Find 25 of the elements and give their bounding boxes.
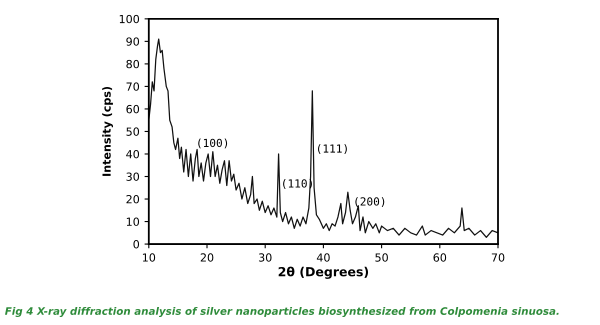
- x-tick-label: 60: [434, 253, 446, 262]
- annotation: (200): [355, 197, 384, 207]
- x-axis-title: 2θ (Degrees): [278, 266, 368, 279]
- y-tick-label: 100: [120, 14, 140, 24]
- y-tick-label: 40: [126, 150, 140, 158]
- line-series: [148, 38, 498, 238]
- x-tick-label: 10: [142, 253, 156, 262]
- y-tick-label: 20: [126, 195, 140, 204]
- y-tick-label: 50: [126, 127, 140, 136]
- x-tick-label: 50: [375, 253, 388, 262]
- x-tick-label: 70: [492, 253, 504, 262]
- y-tick-label: 0: [133, 240, 140, 248]
- x-tick-label: 40: [316, 253, 330, 262]
- y-axis-title: Intensity (cps): [102, 86, 114, 176]
- y-tick-label: 60: [126, 104, 140, 114]
- y-tick-label: 90: [126, 37, 140, 46]
- annotation: (100): [198, 138, 228, 148]
- caption: Fig 4 X-ray diffraction analysis of silver nanoparticles biosynthesized from Colpomenia sinuosa.: [5, 306, 559, 318]
- y-tick-label: 30: [126, 172, 140, 181]
- annotation: (111): [318, 144, 347, 154]
- x-tick-label: 20: [200, 253, 214, 262]
- y-tick-label: 70: [126, 82, 140, 91]
- y-tick-label: 80: [126, 60, 140, 68]
- x-tick-label: 30: [258, 253, 272, 262]
- y-tick-label: 10: [126, 218, 140, 226]
